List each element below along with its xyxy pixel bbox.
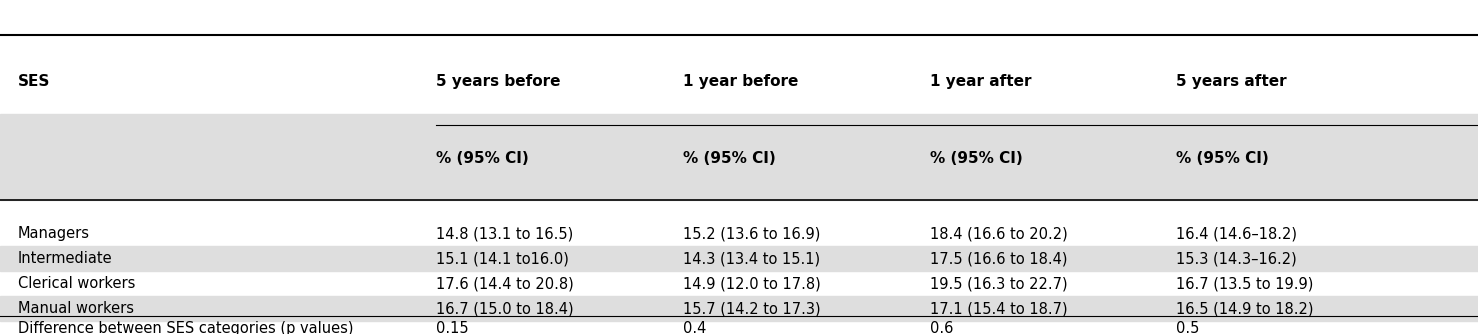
Text: 16.7 (15.0 to 18.4): 16.7 (15.0 to 18.4) xyxy=(436,302,573,316)
Text: 16.5 (14.9 to 18.2): 16.5 (14.9 to 18.2) xyxy=(1176,302,1314,316)
Text: 0.5: 0.5 xyxy=(1176,322,1200,334)
Text: SES: SES xyxy=(18,74,50,89)
Text: 15.7 (14.2 to 17.3): 15.7 (14.2 to 17.3) xyxy=(683,302,820,316)
Text: 16.7 (13.5 to 19.9): 16.7 (13.5 to 19.9) xyxy=(1176,277,1314,291)
Text: % (95% CI): % (95% CI) xyxy=(683,151,776,166)
Text: % (95% CI): % (95% CI) xyxy=(930,151,1023,166)
Text: Difference between SES categories (p values): Difference between SES categories (p val… xyxy=(18,322,353,334)
Text: 17.1 (15.4 to 18.7): 17.1 (15.4 to 18.7) xyxy=(930,302,1067,316)
Text: % (95% CI): % (95% CI) xyxy=(436,151,529,166)
Text: Clerical workers: Clerical workers xyxy=(18,277,134,291)
Text: Managers: Managers xyxy=(18,226,90,241)
Bar xyxy=(0,246,1478,271)
Text: Intermediate: Intermediate xyxy=(18,252,112,266)
Text: 14.9 (12.0 to 17.8): 14.9 (12.0 to 17.8) xyxy=(683,277,820,291)
Bar xyxy=(0,114,1478,200)
Text: Manual workers: Manual workers xyxy=(18,302,133,316)
Text: 15.1 (14.1 to16.0): 15.1 (14.1 to16.0) xyxy=(436,252,569,266)
Text: 15.2 (13.6 to 16.9): 15.2 (13.6 to 16.9) xyxy=(683,226,820,241)
Text: 0.6: 0.6 xyxy=(930,322,953,334)
Text: 0.15: 0.15 xyxy=(436,322,469,334)
Text: 14.3 (13.4 to 15.1): 14.3 (13.4 to 15.1) xyxy=(683,252,820,266)
Bar xyxy=(0,297,1478,321)
Text: 17.6 (14.4 to 20.8): 17.6 (14.4 to 20.8) xyxy=(436,277,573,291)
Text: 0.4: 0.4 xyxy=(683,322,706,334)
Text: 5 years after: 5 years after xyxy=(1176,74,1287,89)
Text: 5 years before: 5 years before xyxy=(436,74,560,89)
Text: 18.4 (16.6 to 20.2): 18.4 (16.6 to 20.2) xyxy=(930,226,1067,241)
Text: 14.8 (13.1 to 16.5): 14.8 (13.1 to 16.5) xyxy=(436,226,573,241)
Text: 19.5 (16.3 to 22.7): 19.5 (16.3 to 22.7) xyxy=(930,277,1067,291)
Text: 16.4 (14.6–18.2): 16.4 (14.6–18.2) xyxy=(1176,226,1298,241)
Text: 15.3 (14.3–16.2): 15.3 (14.3–16.2) xyxy=(1176,252,1298,266)
Text: 1 year after: 1 year after xyxy=(930,74,1032,89)
Text: 17.5 (16.6 to 18.4): 17.5 (16.6 to 18.4) xyxy=(930,252,1067,266)
Text: % (95% CI): % (95% CI) xyxy=(1176,151,1270,166)
Text: 1 year before: 1 year before xyxy=(683,74,798,89)
